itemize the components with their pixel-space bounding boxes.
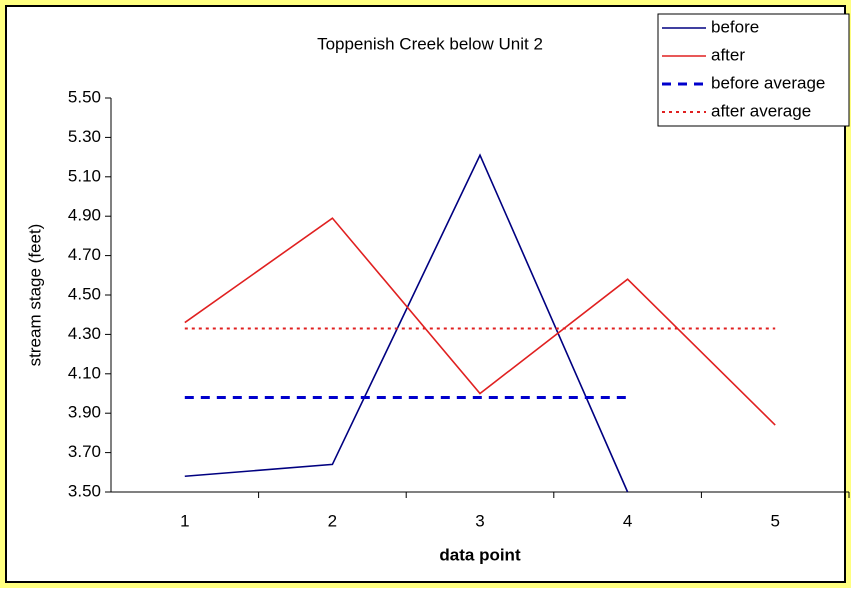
y-tick-label: 3.90 (68, 403, 101, 422)
x-tick-label: 1 (180, 511, 189, 530)
legend-label: after (711, 45, 745, 64)
x-tick-label: 2 (328, 511, 337, 530)
legend (657, 13, 850, 127)
series-line (184, 153, 629, 493)
legend-label: before average (711, 73, 825, 92)
x-tick-label: 4 (623, 511, 632, 530)
x-tick-label: 5 (770, 511, 779, 530)
y-tick-label: 4.90 (68, 206, 101, 225)
y-tick-label: 5.10 (68, 166, 101, 185)
y-tick-label: 3.70 (68, 442, 101, 461)
y-axis-label: stream stage (feet) (25, 224, 44, 367)
chart-title: Toppenish Creek below Unit 2 (317, 34, 543, 53)
y-tick-label: 4.50 (68, 284, 101, 303)
y-tick-label: 4.10 (68, 363, 101, 382)
y-tick-label: 5.50 (68, 87, 101, 106)
x-axis-label: data point (439, 545, 521, 564)
y-tick-label: 3.50 (68, 481, 101, 500)
legend-label: before (711, 17, 759, 36)
y-tick-label: 5.30 (68, 127, 101, 146)
y-tick-label: 4.70 (68, 245, 101, 264)
y-tick-label: 4.30 (68, 324, 101, 343)
legend-label: after average (711, 101, 811, 120)
x-tick-label: 3 (475, 511, 484, 530)
